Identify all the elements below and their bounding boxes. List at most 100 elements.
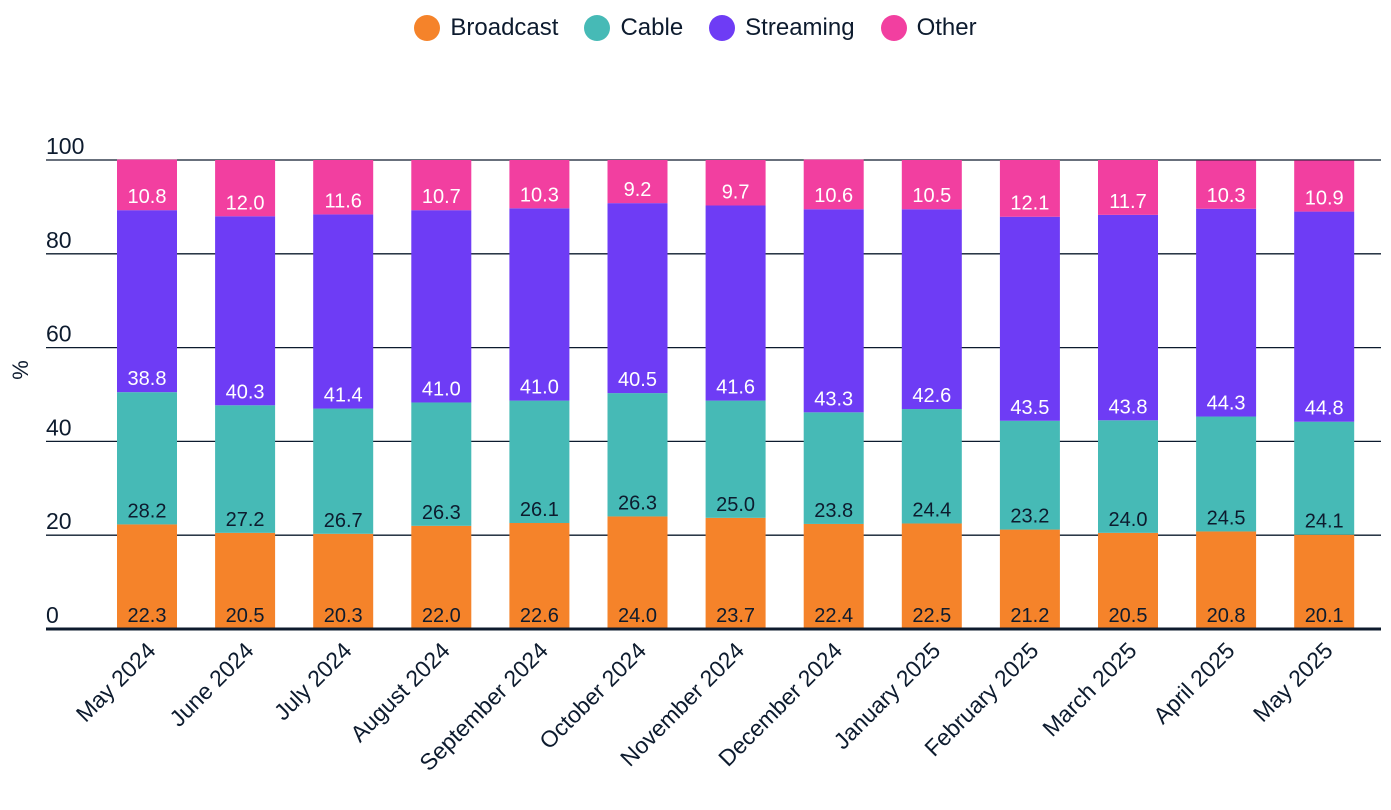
data-label-cable: 26.3	[618, 492, 657, 514]
data-label-broadcast: 22.0	[422, 605, 461, 627]
bar-segment-cable	[901, 409, 962, 524]
y-tick-label: 60	[46, 321, 72, 347]
legend-swatch-streaming	[709, 15, 736, 41]
data-label-streaming: 41.4	[324, 385, 363, 407]
data-label-other: 10.8	[128, 186, 167, 208]
bar-segment-broadcast	[1196, 531, 1257, 629]
data-label-other: 10.9	[1305, 188, 1344, 210]
legend-item-streaming: Streaming	[709, 14, 855, 42]
bar-segment-other	[999, 160, 1060, 217]
x-tick-label: May 2025	[1248, 637, 1338, 727]
data-label-cable: 23.2	[1010, 506, 1049, 528]
bar-segment-broadcast	[803, 523, 864, 629]
legend-swatch-cable	[584, 15, 611, 41]
bar-segment-streaming	[1098, 214, 1158, 421]
bar-segment-streaming	[901, 209, 962, 410]
x-tick-label: August 2024	[345, 637, 455, 747]
data-label-streaming: 41.6	[716, 377, 755, 399]
data-label-cable: 23.8	[814, 500, 853, 522]
data-label-other: 10.3	[520, 184, 559, 206]
bar-segment-cable	[803, 412, 864, 524]
legend-item-other: Other	[880, 14, 977, 42]
bar-segment-cable	[1098, 420, 1158, 533]
bar-segment-streaming	[1196, 208, 1257, 417]
bar-segment-cable	[1294, 421, 1355, 535]
data-label-broadcast: 22.5	[912, 605, 951, 627]
data-label-streaming: 41.0	[520, 377, 559, 399]
data-label-other: 12.1	[1010, 193, 1049, 215]
chart-legend: Broadcast Cable Streaming Other	[0, 14, 1391, 42]
bar-segment-streaming	[411, 210, 472, 403]
data-label-other: 12.0	[226, 192, 265, 214]
bar-segment-broadcast	[117, 524, 177, 629]
legend-item-cable: Cable	[584, 14, 683, 42]
bar-segment-streaming	[313, 214, 374, 409]
bar-segment-other	[215, 160, 276, 217]
bar-segment-other	[411, 160, 472, 211]
bar-segment-streaming	[705, 205, 766, 401]
x-tick-label: April 2025	[1148, 637, 1240, 729]
data-label-cable: 24.0	[1109, 509, 1148, 531]
data-label-broadcast: 20.1	[1305, 605, 1344, 627]
bar-segment-streaming	[607, 203, 668, 394]
data-label-broadcast: 20.8	[1207, 605, 1246, 627]
bar-segment-other	[901, 160, 962, 210]
legend-label-broadcast: Broadcast	[450, 14, 559, 41]
bar-segment-other	[509, 160, 570, 209]
bar-segment-cable	[411, 402, 472, 526]
bar-segment-streaming	[999, 216, 1060, 421]
legend-item-broadcast: Broadcast	[414, 14, 558, 42]
data-label-streaming: 43.8	[1109, 396, 1148, 418]
data-label-other: 9.7	[722, 181, 750, 203]
bar-segment-broadcast	[215, 532, 276, 629]
data-label-streaming: 44.3	[1207, 393, 1246, 415]
bar-segment-cable	[999, 420, 1060, 530]
data-label-other: 10.6	[814, 185, 853, 207]
data-label-cable: 26.1	[520, 499, 559, 521]
bar-segment-broadcast	[313, 533, 374, 629]
bar-segment-streaming	[1294, 211, 1355, 422]
x-tick-label: June 2024	[164, 637, 258, 731]
data-label-broadcast: 24.0	[618, 605, 657, 627]
bar-segment-streaming	[509, 208, 570, 401]
legend-swatch-broadcast	[414, 15, 441, 41]
bar-segment-broadcast	[1294, 534, 1355, 629]
data-label-streaming: 40.5	[618, 369, 657, 391]
bar-segment-cable	[607, 393, 668, 517]
bar-segment-other	[313, 160, 374, 215]
data-label-broadcast: 22.3	[128, 605, 167, 627]
y-tick-label: 80	[46, 227, 72, 253]
data-label-broadcast: 20.5	[1109, 605, 1148, 627]
bar-segment-other	[1196, 160, 1257, 209]
legend-swatch-other	[880, 15, 907, 41]
data-label-streaming: 43.5	[1010, 397, 1049, 419]
data-label-broadcast: 23.7	[716, 605, 755, 627]
data-label-broadcast: 22.4	[814, 605, 853, 627]
bar-segment-cable	[313, 408, 374, 534]
y-axis-label: %	[8, 360, 33, 380]
bar-segment-other	[1098, 160, 1158, 215]
data-label-cable: 28.2	[128, 500, 167, 522]
data-label-cable: 27.2	[226, 509, 265, 531]
bar-segment-broadcast	[607, 516, 668, 629]
bar-segment-broadcast	[1098, 532, 1158, 629]
data-label-broadcast: 22.6	[520, 605, 559, 627]
bar-segment-broadcast	[901, 523, 962, 629]
data-label-other: 10.7	[422, 186, 461, 208]
data-label-streaming: 41.0	[422, 378, 461, 400]
x-tick-label: March 2025	[1037, 637, 1141, 741]
x-tick-label: July 2024	[269, 637, 357, 725]
data-label-cable: 25.0	[716, 494, 755, 516]
bar-segment-streaming	[117, 210, 177, 393]
data-label-other: 9.2	[624, 179, 652, 201]
bar-segment-other	[1294, 160, 1355, 212]
y-tick-label: 20	[46, 508, 72, 534]
data-label-other: 11.7	[1109, 191, 1146, 213]
bar-segment-cable	[509, 400, 570, 524]
data-label-streaming: 42.6	[912, 385, 951, 407]
bar-segment-other	[705, 160, 766, 206]
bar-segment-other	[607, 160, 668, 204]
data-label-streaming: 38.8	[128, 368, 167, 390]
data-label-broadcast: 20.3	[324, 605, 363, 627]
